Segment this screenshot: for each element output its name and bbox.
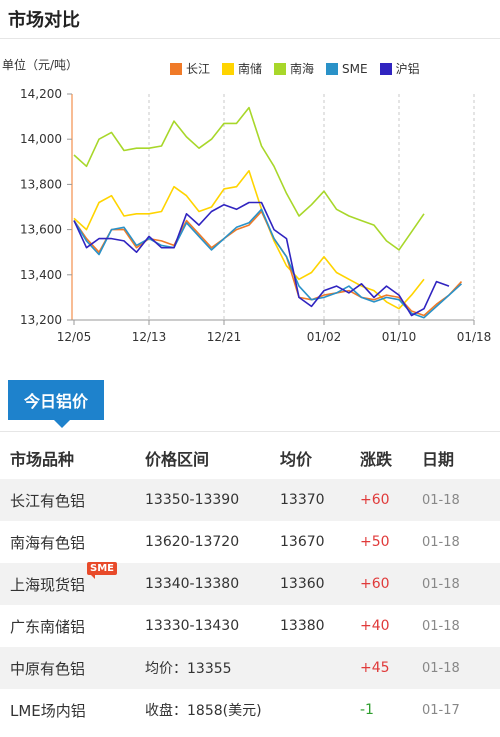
y-tick-label: 13,600 [20, 223, 62, 237]
market-name: 南海有色铝 [10, 533, 86, 552]
date-cell: 01-18 [422, 605, 500, 647]
price-range-cell: 13620-13720 [145, 521, 280, 563]
legend-item-sme[interactable]: SME [326, 60, 368, 77]
market-name: LME场内铝 [10, 701, 86, 720]
table-body: 长江有色铝 13350-13390 13370 +60 01-18 南海有色铝 13620-… [0, 479, 500, 731]
x-tick-label: 12/13 [132, 330, 167, 344]
legend-swatch [326, 62, 339, 75]
table-row[interactable]: 广东南储铝 13330-13430 13380 +40 01-18 [0, 605, 500, 647]
table-row[interactable]: 南海有色铝 13620-13720 13670 +50 01-18 [0, 521, 500, 563]
x-tick-label: 01/18 [457, 330, 492, 344]
sme-badge: SME [87, 561, 118, 579]
header-change: 涨跌 [360, 437, 422, 479]
legend-item-changjiang[interactable]: 长江 [170, 60, 210, 77]
x-tick-label: 01/02 [307, 330, 342, 344]
market-name: 上海现货铝 SME [10, 561, 118, 595]
price-range-cell: 13330-13430 [145, 605, 280, 647]
price-range-cell: 13350-13390 [145, 479, 280, 521]
header-average: 均价 [280, 437, 360, 479]
y-tick-label: 13,800 [20, 177, 62, 191]
legend-item-nanchu[interactable]: 南储 [222, 60, 262, 77]
market-name-cell[interactable]: 上海现货铝 SME [0, 561, 145, 605]
date-cell: 01-18 [422, 479, 500, 521]
legend-swatch [170, 62, 182, 75]
date-cell: 01-17 [422, 689, 500, 731]
legend-label: 长江 [186, 62, 211, 76]
title-divider [0, 38, 500, 39]
table-row[interactable]: LME场内铝 收盘：1858(美元) -1 01-17 [0, 689, 500, 731]
date-cell: 01-18 [422, 647, 500, 689]
legend-item-nanhai[interactable]: 南海 [274, 60, 314, 77]
date-cell: 01-18 [422, 521, 500, 563]
header-market: 市场品种 [0, 437, 145, 479]
legend-label: 南储 [238, 62, 263, 76]
tab-strip [0, 410, 500, 432]
change-cell: +40 [360, 605, 422, 647]
market-name: 中原有色铝 [10, 659, 86, 678]
change-cell: +45 [360, 647, 422, 689]
market-name: 广东南储铝 [10, 617, 86, 636]
average-price-cell: 13360 [280, 563, 360, 605]
legend-label: 南海 [290, 62, 315, 76]
market-name-cell[interactable]: 长江有色铝 [0, 479, 145, 521]
market-name-cell[interactable]: 广东南储铝 [0, 605, 145, 647]
y-tick-label: 14,200 [20, 87, 62, 101]
average-price-cell: 13670 [280, 521, 360, 563]
price-range-cell: 均价：13355 [145, 647, 280, 689]
x-tick-label: 12/21 [207, 330, 242, 344]
date-cell: 01-18 [422, 563, 500, 605]
average-price-cell: 13380 [280, 605, 360, 647]
header-date: 日期 [422, 437, 500, 479]
page-title: 市场对比 [8, 10, 80, 31]
average-price-cell [280, 689, 360, 731]
chart-unit-label: 单位（元/吨） [2, 58, 79, 72]
change-cell: +60 [360, 563, 422, 605]
price-table: 市场品种 价格区间 均价 涨跌 日期 长江有色铝 13350-13390 13370… [0, 437, 500, 731]
header-price-range: 价格区间 [145, 437, 280, 479]
series-line-4 [73, 201, 450, 317]
price-line-chart: 12/05 12/13 12/21 01/02 01/10 01/18 14,200 14,0… [20, 87, 492, 344]
legend-swatch [222, 62, 235, 75]
y-tick-label: 13,400 [20, 268, 62, 282]
series-line-3 [73, 208, 463, 319]
average-price-cell [280, 647, 360, 689]
series-line-2 [73, 106, 425, 251]
change-cell: -1 [360, 689, 422, 731]
legend-swatch [379, 62, 392, 75]
price-range-cell: 收盘：1858(美元) [145, 689, 280, 731]
y-tick-label: 14,000 [20, 132, 62, 146]
change-cell: +50 [360, 521, 422, 563]
tab-today-price[interactable]: 今日铝价 [8, 380, 104, 428]
legend-item-hulv[interactable]: 沪铝 [379, 60, 420, 77]
table-row[interactable]: 长江有色铝 13350-13390 13370 +60 01-18 [0, 479, 500, 521]
table-row[interactable]: 上海现货铝 SME 13340-13380 13360 +60 01-18 [0, 561, 500, 605]
market-name-cell[interactable]: 南海有色铝 [0, 521, 145, 563]
change-cell: +60 [360, 479, 422, 521]
x-tick-label: 12/05 [57, 330, 92, 344]
series-line-1 [73, 170, 425, 310]
x-tick-label: 01/10 [382, 330, 417, 344]
y-tick-label: 13,200 [20, 313, 62, 327]
legend-swatch [274, 62, 287, 75]
market-name: 长江有色铝 [10, 491, 86, 510]
market-name-cell[interactable]: 中原有色铝 [0, 647, 145, 689]
legend-label: 沪铝 [395, 62, 420, 76]
chart-legend: 长江 南储 南海 SME 沪铝 [170, 60, 420, 77]
price-range-cell: 13340-13380 [145, 563, 280, 605]
legend-label: SME [342, 61, 368, 76]
table-row[interactable]: 中原有色铝 均价：13355 +45 01-18 [0, 647, 500, 689]
market-name-cell[interactable]: LME场内铝 [0, 689, 145, 731]
table-header-row: 市场品种 价格区间 均价 涨跌 日期 [0, 437, 500, 479]
average-price-cell: 13370 [280, 479, 360, 521]
